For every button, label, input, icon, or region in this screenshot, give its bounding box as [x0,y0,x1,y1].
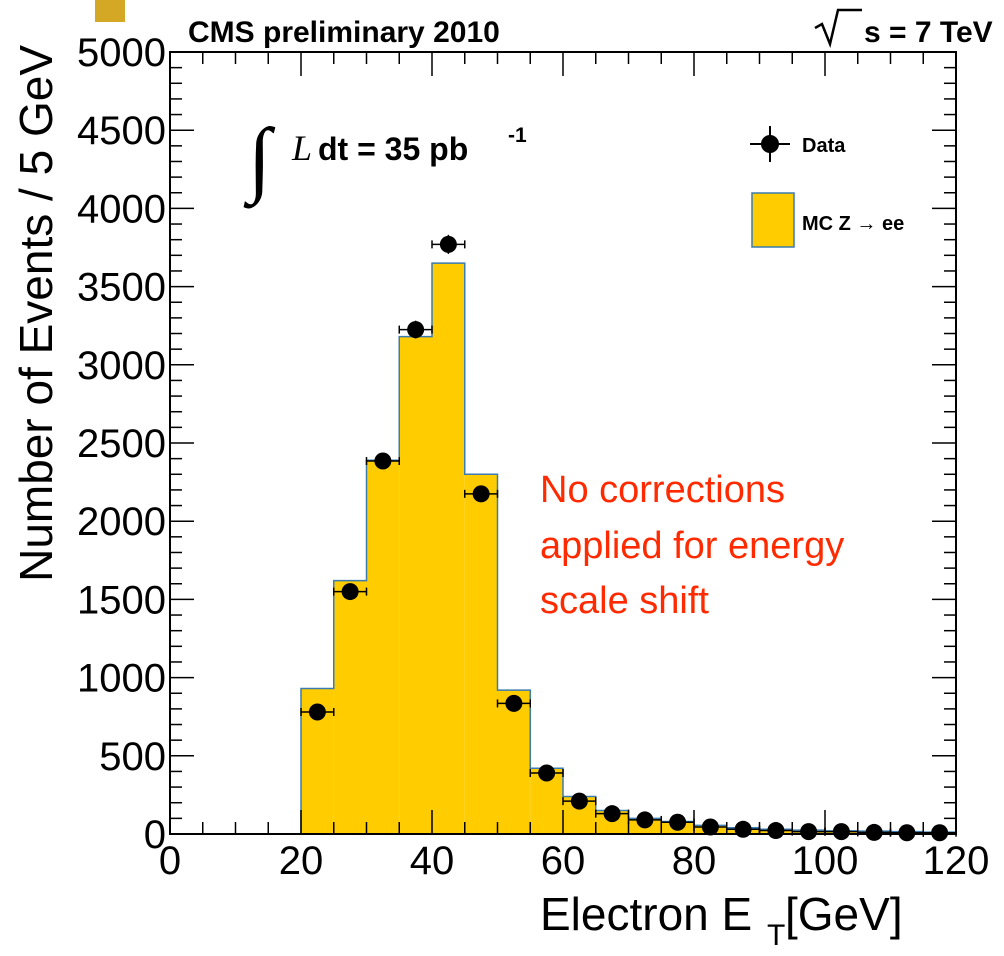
mc-histogram [300,262,957,834]
data-marker [374,452,392,470]
data-marker [865,823,883,841]
legend-data-label: Data [802,135,846,157]
data-marker [341,583,359,601]
mc-bar [333,580,367,834]
data-point [496,694,531,712]
legend-mc-swatch [751,192,795,248]
mc-bar [497,690,531,834]
y-tick-label: 3000 [77,344,166,388]
data-marker [538,764,556,782]
data-point [365,452,400,470]
data-marker [636,811,654,829]
x-axis-label-sub: T [767,919,785,952]
x-tick-label: 120 [923,839,990,883]
header-left: CMS preliminary 2010 [188,16,500,49]
data-point [726,820,761,838]
y-tick-label: 500 [99,735,166,779]
integral-symbol: ∫ [243,112,276,209]
data-point [300,703,335,721]
data-marker [898,824,916,842]
data-marker [505,694,523,712]
x-tick-label: 100 [792,839,859,883]
x-tick-label: 20 [279,839,324,883]
data-marker [439,235,457,253]
y-tick-label: 1000 [77,657,166,701]
annotation: No corrections applied for energy scale … [540,469,844,622]
y-tick-label: 4000 [77,187,166,231]
data-point [758,822,793,840]
x-axis-label-unit: [GeV] [785,888,903,940]
mc-bar [399,336,432,834]
legend-mc-label: MC Z → ee [802,213,904,235]
data-point [889,824,924,842]
lumi-sup: -1 [508,124,527,147]
y-tick-label: 3500 [77,266,166,310]
axis-tick-labels: 0500100015002000250030003500400045005000… [77,31,989,883]
data-marker [701,818,719,836]
x-tick-label: 40 [410,839,455,883]
x-tick-label: 0 [159,839,181,883]
data-marker [931,824,949,842]
data-point [791,823,826,841]
data-points [300,234,957,842]
header-right-text: s = 7 TeV [864,16,993,49]
y-axis-label: Number of Events / 5 GeV [10,45,62,582]
data-point [562,792,597,810]
y-tick-label: 2000 [77,500,166,544]
mc-bar [366,460,400,834]
header-right: s = 7 TeV [814,8,993,49]
y-tick-label: 5000 [77,31,166,75]
data-point [857,823,892,841]
data-point [431,234,466,254]
data-marker [734,820,752,838]
y-tick-label: 2500 [77,422,166,466]
corner-decoration [95,0,125,22]
mc-bar [595,810,629,834]
annotation-line-3: scale shift [540,580,709,622]
data-marker [407,321,425,339]
y-tick-label: 1500 [77,578,166,622]
mc-bar [432,263,465,834]
x-tick-label: 80 [672,839,717,883]
data-marker [800,823,818,841]
data-marker [832,823,850,841]
x-axis-label-main: Electron E [540,888,752,940]
sqrt-symbol [814,8,862,49]
y-tick-label: 0 [144,813,166,857]
legend-data-marker [761,135,779,153]
annotation-line-1: No corrections [540,469,785,511]
data-marker [603,805,621,823]
data-marker [570,792,588,810]
y-tick-label: 4500 [77,109,166,153]
mc-bar [464,474,498,834]
annotation-line-2: applied for energy [540,525,844,567]
data-marker [669,813,687,831]
data-point [464,485,499,503]
data-marker [472,485,490,503]
x-axis-label: Electron E T [GeV] [540,888,903,952]
data-point [595,805,630,823]
legend: Data MC Z → ee [750,126,904,248]
data-marker [308,703,326,721]
data-point [529,764,564,782]
lumi-symbol: L [291,128,312,168]
x-tick-label: 60 [541,839,586,883]
data-marker [767,822,785,840]
data-point [824,823,859,841]
lumi-text: dt = 35 pb [318,131,468,167]
plot-frame [169,51,957,835]
axis-ticks [169,51,957,835]
data-point [333,583,368,601]
lumi-label: ∫ L dt = 35 pb -1 [243,112,527,209]
data-point [398,320,433,339]
